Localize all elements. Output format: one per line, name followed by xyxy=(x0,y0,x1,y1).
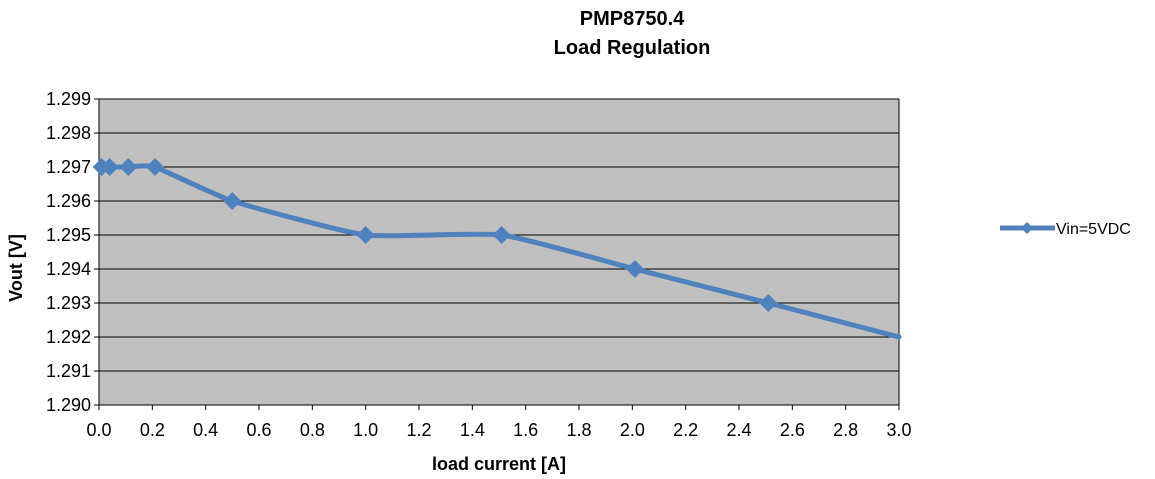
x-tick-label: 0.0 xyxy=(86,420,111,440)
x-tick-label: 0.6 xyxy=(246,420,271,440)
x-tick-label: 0.4 xyxy=(193,420,218,440)
x-tick-label: 3.0 xyxy=(886,420,911,440)
x-tick-label: 0.8 xyxy=(300,420,325,440)
data-point-marker xyxy=(759,294,778,312)
x-axis-tick-labels: 0.0 0.2 0.4 0.6 0.8 1.0 1.2 1.4 1.6 1.8 2.0 2.2 2.4 2… xyxy=(86,420,911,440)
y-tick-label: 1.291 xyxy=(46,361,91,381)
y-tick-label: 1.298 xyxy=(46,123,91,143)
chart-title-line-2: Load Regulation xyxy=(554,37,711,59)
data-point-marker xyxy=(223,192,242,210)
x-tick-label: 2.0 xyxy=(620,420,645,440)
data-point-marker xyxy=(146,158,164,176)
x-tick-label: 0.2 xyxy=(140,420,165,440)
x-tick-label: 2.8 xyxy=(833,420,858,440)
axes xyxy=(94,98,900,410)
x-axis-label: load current [A] xyxy=(432,454,566,474)
y-tick-label: 1.297 xyxy=(46,157,91,177)
y-tick-label: 1.293 xyxy=(46,293,91,313)
plot-area xyxy=(99,99,899,405)
y-tick-label: 1.296 xyxy=(46,191,91,211)
x-tick-label: 1.0 xyxy=(353,420,378,440)
y-axis-tick-labels: 1.299 1.298 1.297 1.296 1.295 1.294 1.293 1.292… xyxy=(46,89,91,415)
y-tick-label: 1.295 xyxy=(46,225,91,245)
x-tick-label: 2.4 xyxy=(726,420,751,440)
y-tick-label: 1.299 xyxy=(46,89,91,109)
data-point-marker xyxy=(492,226,511,244)
chart-title-line-1: PMP8750.4 xyxy=(580,8,685,30)
x-tick-label: 1.2 xyxy=(406,420,431,440)
x-tick-label: 2.6 xyxy=(780,420,805,440)
x-tick-label: 1.4 xyxy=(460,420,485,440)
legend-label: Vin=5VDC xyxy=(1056,221,1131,238)
data-point-marker xyxy=(356,226,375,244)
x-tick-label: 2.2 xyxy=(673,420,698,440)
chart-title: PMP8750.4 Load Regulation xyxy=(554,8,711,59)
legend-marker-diamond-icon xyxy=(1021,222,1033,234)
series-layer xyxy=(92,158,902,340)
legend: Vin=5VDC xyxy=(1000,221,1131,238)
data-point-marker xyxy=(100,158,119,176)
y-tick-label: 1.290 xyxy=(46,395,91,415)
data-point-marker xyxy=(119,158,138,176)
y-tick-label: 1.292 xyxy=(46,327,91,347)
data-point-marker xyxy=(626,260,644,278)
x-tick-label: 1.6 xyxy=(513,420,538,440)
y-tick-label: 1.294 xyxy=(46,259,91,279)
y-axis-label: Vout [V] xyxy=(6,234,26,302)
x-tick-label: 1.8 xyxy=(566,420,591,440)
